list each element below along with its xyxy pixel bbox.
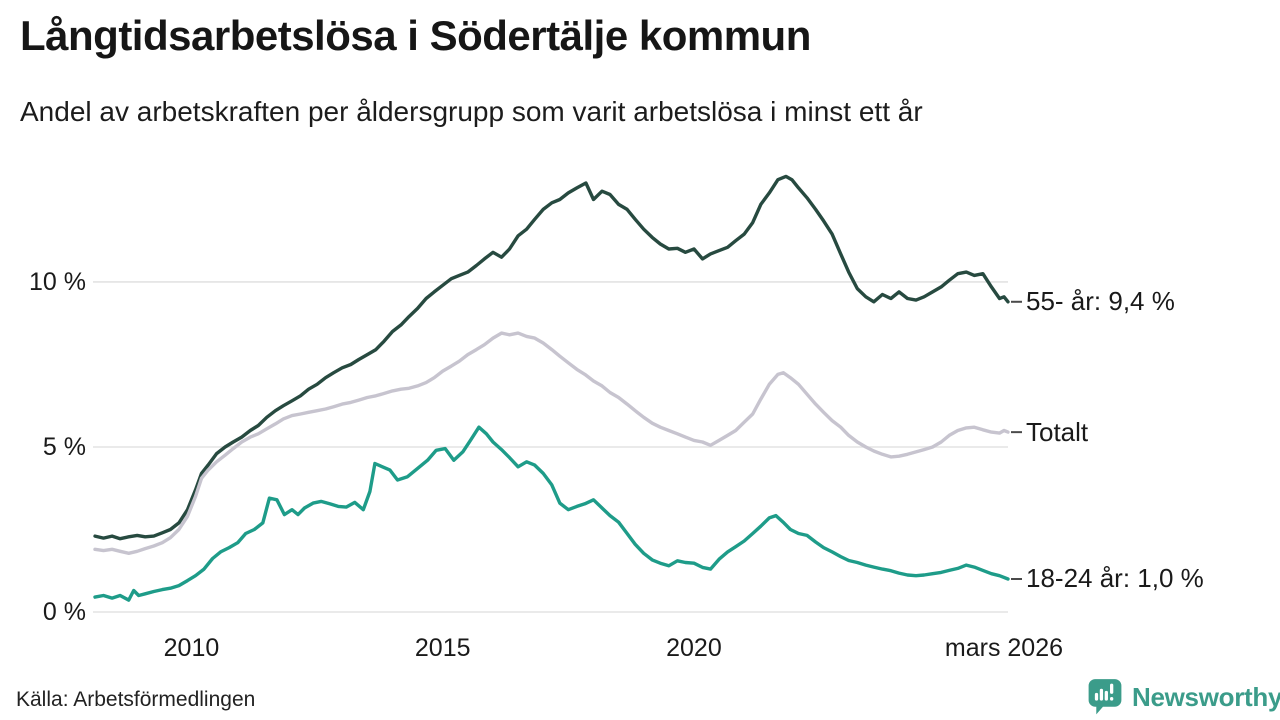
series-line-55- år xyxy=(93,174,1010,541)
newsworthy-logo: Newsworthy xyxy=(1086,676,1280,718)
newsworthy-logo-text: Newsworthy xyxy=(1132,681,1280,712)
chart-subtitle: Andel av arbetskraften per åldersgrupp s… xyxy=(20,96,923,127)
chart-title: Långtidsarbetslösa i Södertälje kommun xyxy=(20,12,811,59)
logo-bar-chart-glyph xyxy=(1094,683,1114,701)
series-line-18-24 år xyxy=(93,425,1010,602)
source-label: Källa: Arbetsförmedlingen xyxy=(16,688,256,711)
newsworthy-logo-icon xyxy=(1088,679,1122,715)
series-line-Totalt xyxy=(93,331,1010,555)
